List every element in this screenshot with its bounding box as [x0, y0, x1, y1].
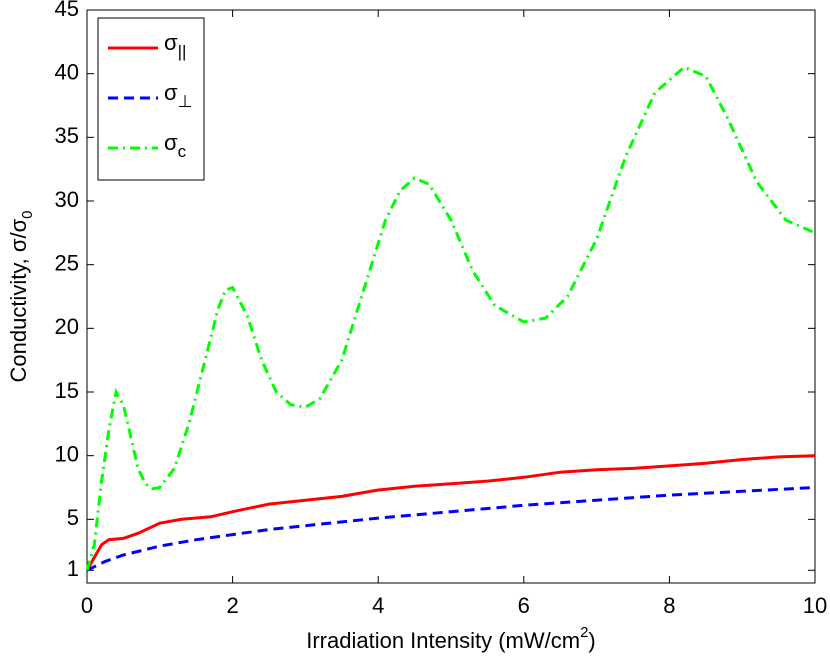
y-tick-label: 1	[67, 556, 79, 581]
y-tick-label: 40	[55, 59, 79, 84]
x-tick-label: 0	[81, 593, 93, 618]
series-line	[85, 454, 816, 572]
y-tick-label: 10	[55, 441, 79, 466]
x-tick-label: 6	[518, 593, 530, 618]
x-label-text: )	[588, 628, 595, 653]
legend-label: σ⊥	[164, 80, 192, 112]
y-tick-label: 15	[55, 378, 79, 403]
y-tick-label: 5	[67, 505, 79, 530]
x-tick-label: 8	[663, 593, 675, 618]
legend-box	[97, 17, 205, 181]
y-label-sub: 0	[19, 210, 36, 218]
y-tick-label: 25	[55, 250, 79, 275]
y-tick-label: 30	[55, 187, 79, 212]
y-tick-label: 35	[55, 123, 79, 148]
axes-box	[86, 9, 816, 584]
legend-label: σc	[164, 130, 187, 162]
y-tick-label: 45	[55, 0, 79, 21]
x-label-text: Irradiation Intensity (mW/cm	[306, 628, 580, 653]
series-line	[86, 486, 816, 572]
y-tick-label: 20	[55, 314, 79, 339]
x-label-sup: 2	[580, 624, 588, 641]
legend-label: σ||	[164, 30, 186, 62]
y-axis-label: Conductivity, σ/σ0	[6, 210, 36, 382]
series-line	[85, 65, 816, 571]
x-tick-label: 4	[372, 593, 384, 618]
y-label-text: Conductivity, σ/σ	[6, 218, 31, 382]
x-tick-label: 2	[226, 593, 238, 618]
x-tick-label: 10	[803, 593, 827, 618]
x-axis-label: Irradiation Intensity (mW/cm2)	[306, 624, 596, 653]
